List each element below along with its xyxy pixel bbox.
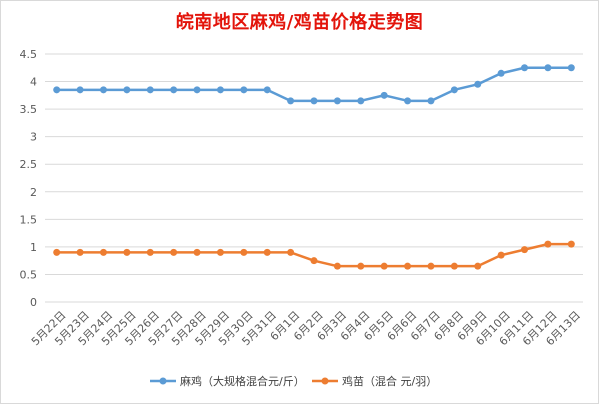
data-point <box>357 262 365 270</box>
y-tick-label: 3 <box>30 131 37 144</box>
data-point <box>567 64 575 72</box>
data-point <box>544 64 552 72</box>
data-point <box>240 248 248 256</box>
data-point <box>404 97 412 105</box>
x-axis-ticks: 5月22日5月23日5月24日5月25日5月26日5月27日5月28日5月29日… <box>29 309 583 349</box>
data-point <box>216 86 224 94</box>
data-point <box>240 86 248 94</box>
data-point <box>380 91 388 99</box>
data-point <box>544 240 552 248</box>
y-tick-label: 2.5 <box>20 158 38 171</box>
data-point <box>567 240 575 248</box>
legend-label: 麻鸡（大规格混合元/斤） <box>180 374 305 388</box>
y-axis-ticks: 0 0.5 1 1.5 2 2.5 3 3.5 4 4.5 <box>20 48 38 309</box>
data-point <box>193 86 201 94</box>
data-point <box>474 262 482 270</box>
data-point <box>357 97 365 105</box>
data-point <box>310 97 318 105</box>
data-point <box>53 248 61 256</box>
data-point <box>170 86 178 94</box>
gridlines <box>45 53 583 303</box>
data-point <box>76 248 84 256</box>
data-point <box>521 246 529 254</box>
legend-label: 鸡苗（混合 元/羽） <box>342 374 437 388</box>
legend: 麻鸡（大规格混合元/斤） 鸡苗（混合 元/羽） <box>150 374 437 388</box>
data-point <box>404 262 412 270</box>
y-tick-label: 2 <box>30 186 37 199</box>
data-point <box>170 248 178 256</box>
y-tick-label: 4.5 <box>20 48 38 61</box>
data-point <box>53 86 61 94</box>
data-point <box>310 257 318 265</box>
series-lines <box>53 64 575 270</box>
data-point <box>333 262 341 270</box>
y-tick-label: 3.5 <box>20 103 38 116</box>
data-point <box>123 86 131 94</box>
data-point <box>427 97 435 105</box>
series-line <box>56 66 572 103</box>
data-point <box>146 248 154 256</box>
legend-marker <box>321 377 329 385</box>
data-point <box>193 248 201 256</box>
data-point <box>99 248 107 256</box>
data-point <box>450 262 458 270</box>
data-point <box>380 262 388 270</box>
data-point <box>450 86 458 94</box>
data-point <box>76 86 84 94</box>
data-point <box>333 97 341 105</box>
data-point <box>427 262 435 270</box>
data-point <box>123 248 131 256</box>
data-point <box>474 80 482 88</box>
y-tick-label: 4 <box>30 76 37 89</box>
data-point <box>497 69 505 77</box>
legend-marker <box>159 377 167 385</box>
y-tick-label: 1.5 <box>20 213 38 226</box>
y-tick-label: 1 <box>30 241 37 254</box>
y-tick-label: 0 <box>30 296 37 309</box>
data-point <box>521 64 529 72</box>
data-point <box>99 86 107 94</box>
data-point <box>263 248 271 256</box>
data-point <box>287 97 295 105</box>
y-tick-label: 0.5 <box>20 268 38 281</box>
data-point <box>287 248 295 256</box>
chart-title: 皖南地区麻鸡/鸡苗价格走势图 <box>175 12 424 33</box>
data-point <box>497 251 505 259</box>
data-point <box>263 86 271 94</box>
data-point <box>216 248 224 256</box>
data-point <box>146 86 154 94</box>
